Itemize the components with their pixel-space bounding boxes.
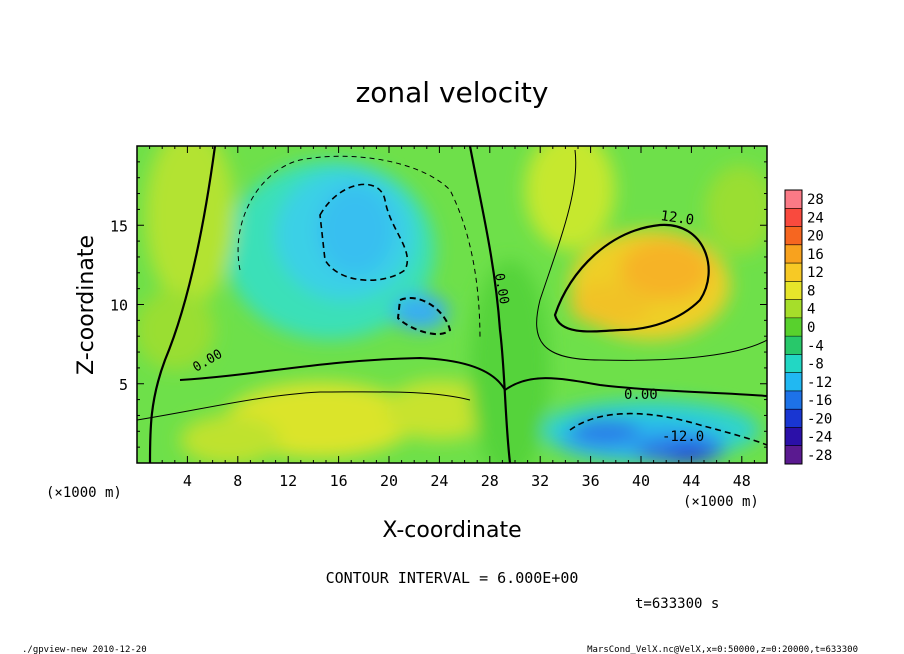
colorbar: 28 24 20 16 12 8 4 0 -4 -8 -12 -16 -20 -24 -28 xyxy=(784,189,832,465)
y-axis: 5 10 15 xyxy=(110,145,767,464)
x-tick-label: 32 xyxy=(531,472,549,490)
colorbar-label: 28 xyxy=(807,192,824,208)
colorbar-label: 16 xyxy=(807,247,824,263)
contour-interval: CONTOUR INTERVAL = 6.000E+00 xyxy=(326,569,579,587)
colorbar-swatch xyxy=(785,263,802,282)
colorbar-swatch xyxy=(785,208,802,228)
colorbar-label: -28 xyxy=(807,448,832,464)
time-label: t=633300 s xyxy=(635,596,719,612)
colorbar-swatch xyxy=(785,281,802,301)
colorbar-swatch xyxy=(785,427,802,447)
colorbar-swatch xyxy=(785,299,802,319)
x-tick-label: 28 xyxy=(481,472,499,490)
colorbar-label: -8 xyxy=(807,357,824,373)
colorbar-swatch xyxy=(785,354,802,374)
x-axis: 4 8 12 16 20 24 28 32 36 40 44 48 xyxy=(136,146,768,490)
contour-label-0-center: 0.00 xyxy=(491,272,511,305)
footer-left: ./gpview-new 2010-12-20 xyxy=(22,645,147,654)
y-axis-title: Z-coordinate xyxy=(74,235,99,375)
colorbar-swatch xyxy=(785,226,802,246)
x-tick-label: 20 xyxy=(380,472,398,490)
colorbar-swatch xyxy=(785,317,802,337)
colorbar-swatch xyxy=(785,244,802,264)
colorbar-swatch xyxy=(785,372,802,392)
y-tick-label: 5 xyxy=(119,376,128,394)
colorbar-label: 4 xyxy=(807,302,815,318)
x-unit-label: (×1000 m) xyxy=(683,494,759,510)
x-tick-label: 36 xyxy=(582,472,600,490)
colorbar-label: 8 xyxy=(807,283,815,299)
plot-area xyxy=(137,146,767,463)
contour-label-0-right: 0.00 xyxy=(624,387,658,403)
x-tick-label: 4 xyxy=(183,472,192,490)
colorbar-swatch xyxy=(785,336,802,355)
colorbar-label: -16 xyxy=(807,393,832,409)
x-tick-label: 8 xyxy=(233,472,242,490)
y-tick-label: 15 xyxy=(110,217,128,235)
colorbar-label: -4 xyxy=(807,338,824,354)
colorbar-label: 24 xyxy=(807,210,824,226)
x-tick-label: 48 xyxy=(733,472,751,490)
x-axis-title: X-coordinate xyxy=(382,518,521,543)
x-tick-label: 12 xyxy=(279,472,297,490)
contour-labels: 12.0 0.00 0.00 0.00 -12.0 xyxy=(191,208,705,445)
colorbar-label: 20 xyxy=(807,229,824,245)
x-tick-label: 40 xyxy=(632,472,650,490)
colorbar-label: -20 xyxy=(807,411,832,427)
y-tick-label: 10 xyxy=(110,297,128,315)
contour-label-12: 12.0 xyxy=(659,208,695,229)
colorbar-swatch xyxy=(785,445,802,465)
colorbar-label: -12 xyxy=(807,375,832,391)
colorbar-swatch xyxy=(785,390,802,410)
colorbar-label: 12 xyxy=(807,265,824,281)
x-tick-label: 44 xyxy=(682,472,700,490)
y-unit-label: (×1000 m) xyxy=(46,485,122,501)
footer-right: MarsCond_VelX.nc@VelX,x=0:50000,z=0:2000… xyxy=(587,645,858,654)
colorbar-label: -24 xyxy=(807,430,832,446)
colorbar-label: 0 xyxy=(807,320,815,336)
colorbar-swatch xyxy=(785,409,802,428)
contour-label-neg12: -12.0 xyxy=(662,429,704,445)
x-tick-label: 16 xyxy=(330,472,348,490)
x-tick-label: 24 xyxy=(430,472,448,490)
colorbar-swatch xyxy=(785,190,802,209)
chart-title: zonal velocity xyxy=(356,76,549,109)
